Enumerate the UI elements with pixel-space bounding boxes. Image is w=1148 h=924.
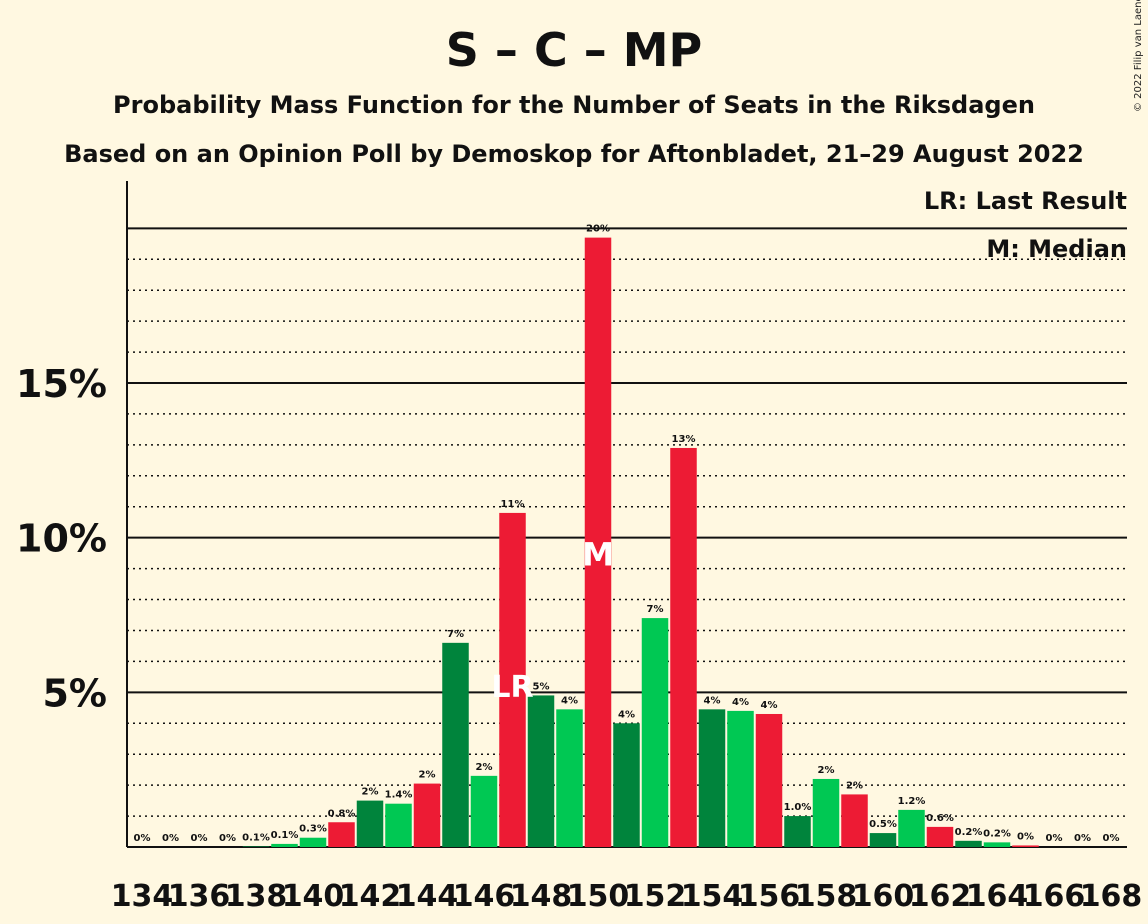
bar-seat-140 [299,837,327,847]
bar-seat-150 [584,237,612,847]
x-tick-label: 162 [909,879,972,914]
x-axis-labels: 1341361381401421441461481501521541561581… [111,879,1143,914]
x-tick-label: 150 [567,879,630,914]
bar-label-seat-155: 4% [732,697,749,708]
legend-last-result: LR: Last Result [924,187,1127,215]
x-tick-label: 138 [225,879,288,914]
bar-label-seat-138: 0.1% [242,832,270,843]
bar-label-seat-136: 0% [191,833,208,844]
bar-label-seat-137: 0% [219,833,236,844]
x-tick-label: 142 [339,879,402,914]
bar-label-seat-145: 7% [447,629,464,640]
bar-label-seat-146: 2% [476,762,493,773]
bar-label-seat-134: 0% [134,833,151,844]
bar-label-seat-141: 0.8% [328,808,356,819]
x-tick-label: 164 [966,879,1029,914]
bar-label-seat-149: 4% [561,695,578,706]
x-tick-label: 140 [282,879,345,914]
copyright-note: © 2022 Filip van Laenen [1133,0,1144,112]
bar-label-seat-160: 0.5% [869,819,897,830]
x-tick-label: 154 [681,879,744,914]
bar-label-seat-147: 11% [501,499,525,510]
bar-label-seat-135: 0% [162,833,179,844]
bar-label-seat-139: 0.1% [271,830,299,841]
bar-seat-157 [784,816,811,847]
bar-seat-162 [926,826,954,847]
y-axis-labels: 5% 10% 15% [16,362,107,715]
bar-label-seat-159: 2% [846,780,863,791]
legend-median: M: Median [986,235,1127,263]
bar-seat-144 [413,783,441,847]
bar-label-seat-148: 5% [533,681,550,692]
x-tick-label: 168 [1080,879,1143,914]
last-result-marker: LR [491,670,533,705]
bar-label-seat-157: 1.0% [784,802,812,813]
x-tick-label: 136 [168,879,231,914]
x-tick-label: 152 [624,879,687,914]
bar-seat-161 [898,809,925,847]
bar-label-seat-144: 2% [419,770,436,781]
bar-seat-156 [755,713,783,847]
bar-seat-146 [470,775,498,847]
chart-subtitle-2: Based on an Opinion Poll by Demoskop for… [64,140,1084,168]
bar-label-seat-168: 0% [1103,833,1120,844]
bar-seat-159 [841,794,868,847]
chart-subtitle: Probability Mass Function for the Number… [113,91,1035,119]
bar-label-seat-163: 0.2% [955,827,983,838]
x-tick-label: 158 [795,879,858,914]
bar-seat-158 [812,778,840,847]
bar-seat-152 [641,618,669,847]
bar-seat-143 [385,803,412,847]
bar-label-seat-156: 4% [761,700,778,711]
x-tick-label: 160 [852,879,915,914]
bar-seat-160 [869,833,897,847]
bar-label-seat-166: 0% [1046,833,1063,844]
bar-seat-145 [442,642,469,847]
bar-label-seat-164: 0.2% [983,828,1011,839]
bar-label-seat-153: 13% [672,434,696,445]
bar-seat-155 [727,710,754,847]
bar-label-seat-162: 0.6% [926,813,954,824]
bar-label-seat-140: 0.3% [299,824,327,835]
bar-seat-138 [242,846,270,847]
y-tick-label: 15% [16,362,107,406]
bar-seat-148 [527,695,555,847]
bar-label-seat-154: 4% [704,695,721,706]
y-tick-label: 5% [42,671,107,715]
x-tick-label: 146 [453,879,516,914]
bar-label-seat-151: 4% [618,709,635,720]
x-tick-label: 156 [738,879,801,914]
bar-label-seat-158: 2% [818,765,835,776]
x-tick-label: 148 [510,879,573,914]
bar-seat-165 [1012,845,1039,847]
x-tick-label: 144 [396,879,459,914]
x-tick-label: 134 [111,879,174,914]
bar-label-seat-152: 7% [647,604,664,615]
chart-title: S – C – MP [446,23,702,77]
x-tick-label: 166 [1023,879,1086,914]
bar-seat-141 [328,822,355,847]
bar-seat-142 [356,800,384,847]
bar-seat-153 [670,447,697,847]
bar-label-seat-161: 1.2% [898,796,926,807]
y-tick-label: 10% [16,517,107,561]
bar-label-seat-167: 0% [1074,833,1091,844]
bar-seat-163 [955,840,982,847]
bars [242,237,1039,847]
bar-seat-149 [556,709,583,847]
bar-markers: LR M [491,536,614,705]
bar-seat-151 [613,723,640,847]
bar-value-labels: 0% 0% 0% 0% 0.1% 0.1%0.3%0.8%2% 1.4%2%7%2%11%5… [134,224,1120,844]
bar-seat-154 [698,709,726,847]
bar-label-seat-142: 2% [362,787,379,798]
bar-label-seat-150: 20% [586,224,610,235]
bar-label-seat-143: 1.4% [385,790,413,801]
bar-seat-139 [271,843,298,847]
bar-label-seat-165: 0% [1017,831,1034,842]
bar-seat-164 [983,842,1011,847]
median-marker: M [582,536,614,574]
bar-seat-147 [499,512,526,847]
